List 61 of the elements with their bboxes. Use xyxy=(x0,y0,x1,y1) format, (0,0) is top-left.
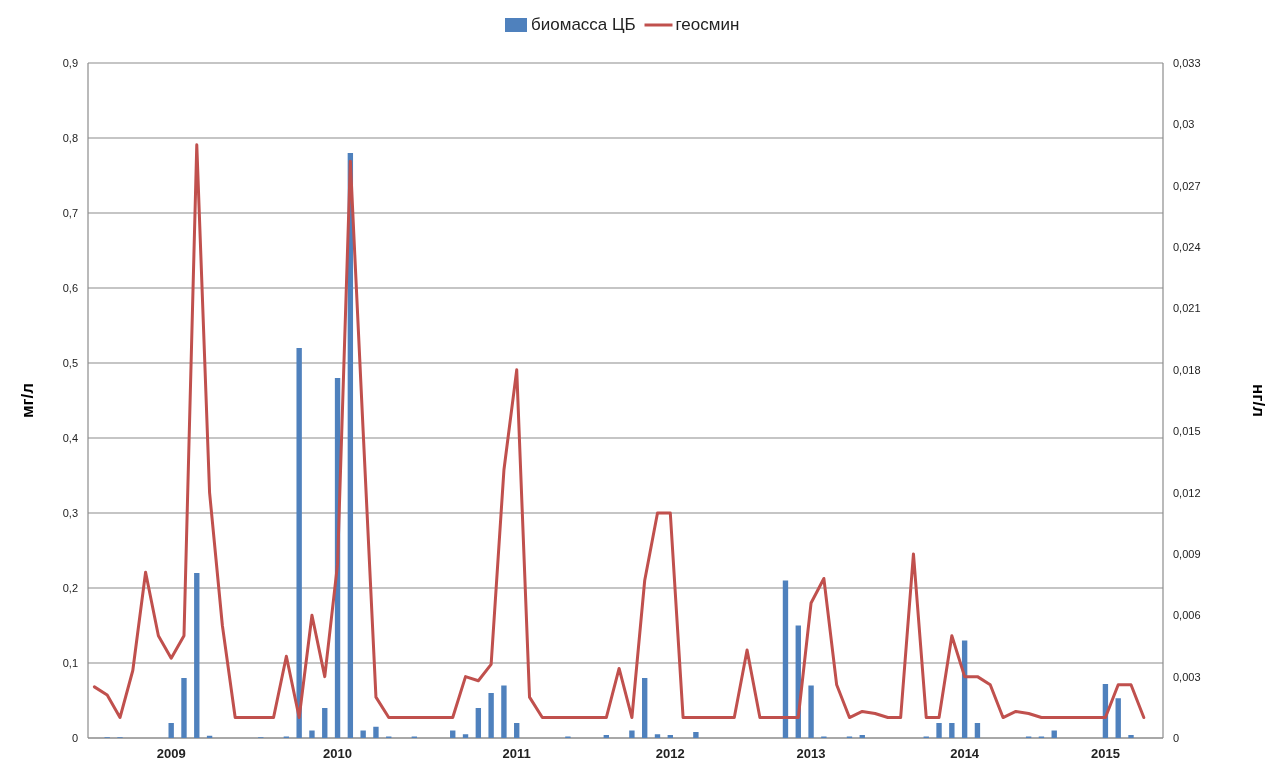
bar xyxy=(488,693,494,738)
bar xyxy=(1115,698,1121,738)
y-tick-label: 0,4 xyxy=(62,432,78,444)
y-tick-label: 0,8 xyxy=(62,132,78,144)
y2-tick-label: 0,003 xyxy=(1173,670,1201,683)
y-tick-label: 0,6 xyxy=(62,282,78,294)
bar xyxy=(629,730,635,738)
bar xyxy=(475,708,482,738)
bar xyxy=(859,735,865,738)
bar xyxy=(693,732,699,738)
bar xyxy=(373,726,379,738)
bar xyxy=(782,580,789,738)
bar xyxy=(949,723,955,738)
bar xyxy=(974,723,981,738)
legend-label: биомасса ЦБ xyxy=(531,15,636,34)
bar xyxy=(514,723,520,738)
bar xyxy=(168,723,174,738)
bar xyxy=(181,678,187,738)
y2-tick-label: 0,03 xyxy=(1173,118,1195,131)
bar xyxy=(462,734,469,738)
y2-tick-label: 0,012 xyxy=(1173,486,1201,499)
bar xyxy=(360,730,366,738)
bar xyxy=(667,735,673,738)
bar xyxy=(808,685,814,738)
bar xyxy=(194,573,200,738)
y-axis-title: мг/л xyxy=(18,382,37,419)
x-tick-label: 2010 xyxy=(323,746,353,761)
y2-tick-label: 0,024 xyxy=(1173,241,1201,254)
y2-tick-label: 0,027 xyxy=(1173,179,1201,192)
y-tick-label: 0,2 xyxy=(62,582,78,594)
x-tick-label: 2014 xyxy=(950,746,980,761)
y2-tick-label: 0,018 xyxy=(1173,363,1201,376)
y2-tick-label: 0 xyxy=(1173,732,1180,744)
bar xyxy=(322,708,328,738)
bar xyxy=(1128,735,1134,738)
y-tick-label: 0 xyxy=(71,732,78,744)
bar xyxy=(603,735,609,738)
bar xyxy=(642,678,648,738)
y2-tick-label: 0,009 xyxy=(1173,547,1201,560)
y-tick-label: 0,1 xyxy=(62,657,78,669)
y-tick-label: 0,9 xyxy=(62,57,78,69)
y2-tick-label: 0,006 xyxy=(1173,609,1201,622)
x-tick-label: 2009 xyxy=(156,746,186,761)
y-tick-label: 0,3 xyxy=(62,507,78,519)
bar xyxy=(654,734,661,738)
y-tick-label: 0,7 xyxy=(62,207,78,219)
bar xyxy=(501,685,507,738)
x-tick-label: 2013 xyxy=(796,746,826,761)
bar xyxy=(296,348,302,738)
y-tick-label: 0,5 xyxy=(62,357,78,369)
x-tick-label: 2015 xyxy=(1090,746,1120,761)
bar xyxy=(309,730,315,738)
legend-label: геосмин xyxy=(675,15,740,34)
x-tick-label: 2011 xyxy=(502,746,531,761)
y2-axis-title: нг/л xyxy=(1249,384,1268,417)
y2-tick-label: 0,033 xyxy=(1173,57,1201,69)
x-tick-label: 2012 xyxy=(655,746,685,761)
y2-tick-label: 0,021 xyxy=(1173,302,1201,315)
y2-tick-label: 0,015 xyxy=(1173,425,1201,438)
line-series xyxy=(92,143,1146,720)
bar xyxy=(936,723,942,738)
